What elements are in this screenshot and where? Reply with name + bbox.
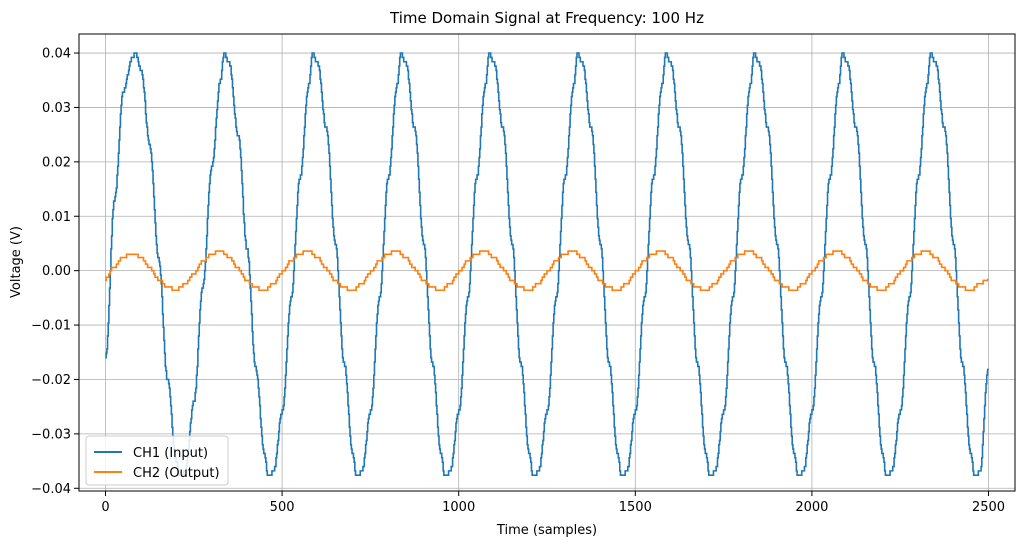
x-tick-label: 2000 — [795, 500, 828, 515]
y-axis-label: Voltage (V) — [9, 226, 24, 298]
series-line-ch1-input — [105, 52, 989, 477]
y-tick-label: 0.00 — [42, 264, 71, 279]
y-tick-label: −0.01 — [31, 319, 71, 334]
x-axis-label: Time (samples) — [496, 523, 597, 538]
legend-label-ch1: CH1 (Input) — [133, 446, 208, 461]
series-line-ch2-output — [105, 250, 989, 292]
x-axis: 0 500 1000 1500 2000 2500 — [101, 491, 1005, 515]
y-tick-label: 0.02 — [42, 155, 71, 170]
chart-title: Time Domain Signal at Frequency: 100 Hz — [389, 9, 704, 27]
x-tick-label: 1000 — [442, 500, 475, 515]
y-tick-label: 0.03 — [42, 101, 71, 116]
series-layer — [105, 52, 989, 477]
plot-frame — [78, 33, 1016, 492]
x-tick-label: 2500 — [972, 500, 1005, 515]
y-axis: −0.04 −0.03 −0.02 −0.01 0.00 0.01 0.02 0.03 0.04 — [31, 47, 79, 497]
y-tick-label: −0.03 — [31, 427, 71, 442]
y-tick-label: −0.04 — [31, 482, 71, 497]
y-tick-label: −0.02 — [31, 373, 71, 388]
y-tick-label: 0.04 — [42, 47, 71, 62]
legend-label-ch2: CH2 (Output) — [133, 466, 220, 481]
legend: CH1 (Input) CH2 (Output) — [85, 435, 229, 486]
x-tick-label: 500 — [270, 500, 295, 515]
x-tick-label: 1500 — [619, 500, 652, 515]
y-tick-label: 0.01 — [42, 210, 71, 225]
x-tick-label: 0 — [101, 500, 109, 515]
